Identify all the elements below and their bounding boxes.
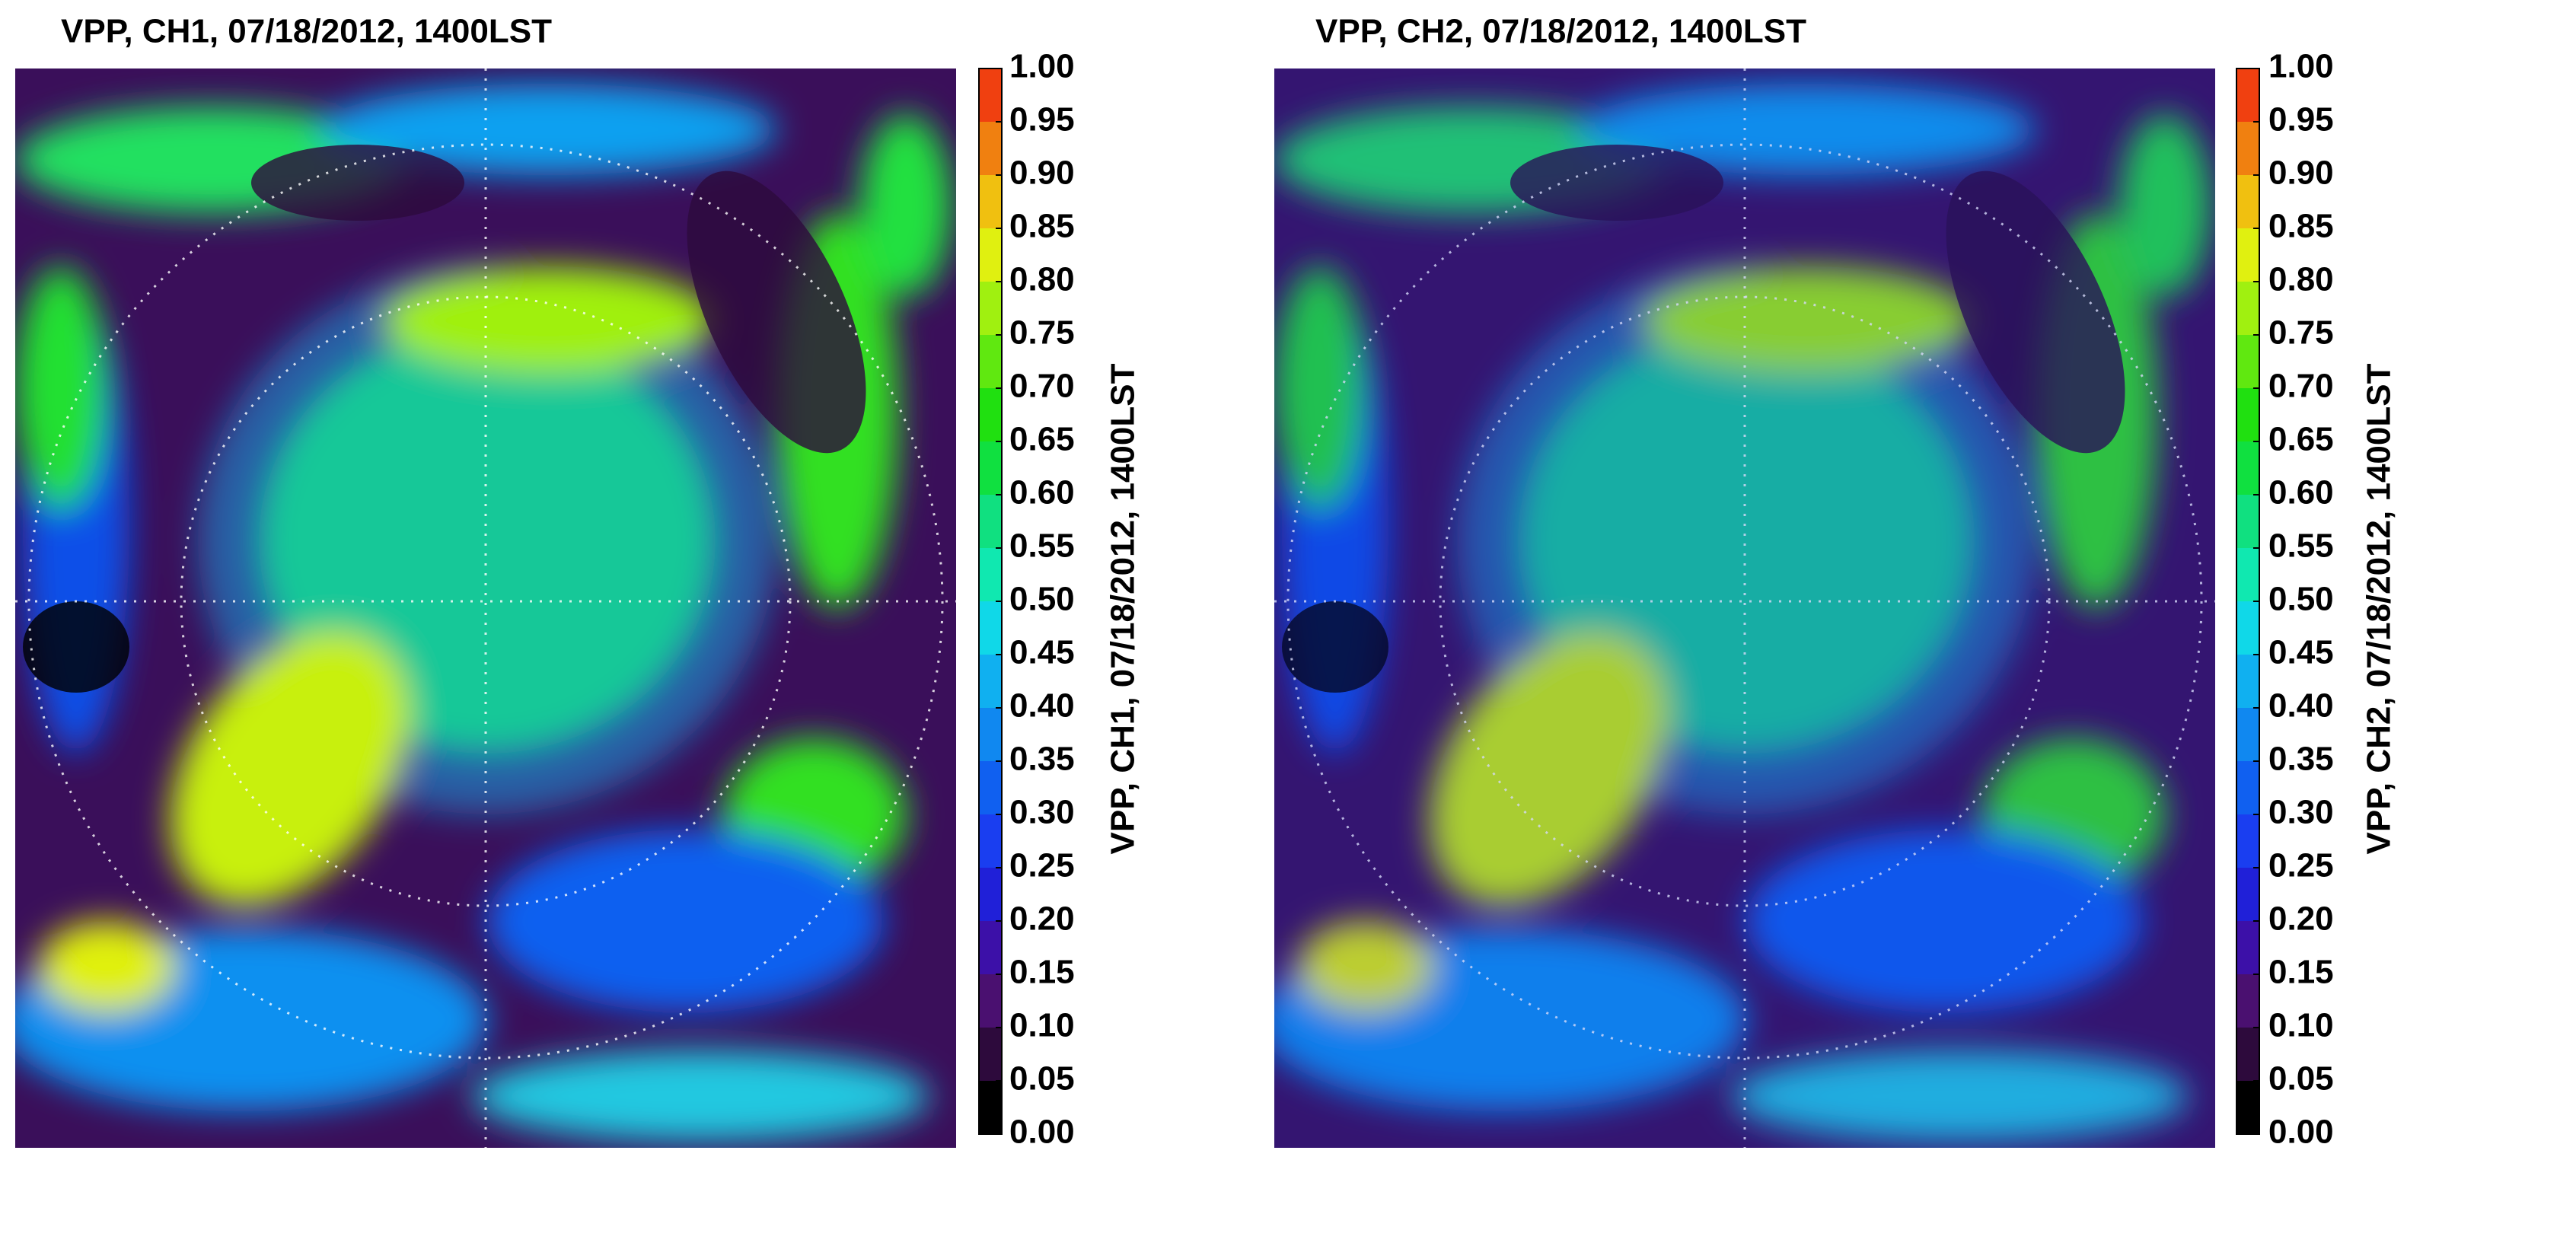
colorbar-bin bbox=[2236, 548, 2259, 601]
colorbar-label: VPP, CH2, 07/18/2012, 1400LST bbox=[2361, 363, 2398, 854]
colorbar-tick-label: 0.20 bbox=[1009, 900, 1075, 938]
colorbar-tick-label: 0.95 bbox=[1009, 101, 1075, 139]
colorbar-tick-label: 0.80 bbox=[1009, 261, 1075, 298]
colorbar-bin bbox=[2236, 814, 2259, 868]
colorbar-tick-label: 0.45 bbox=[1009, 634, 1075, 671]
colorbar-bin bbox=[979, 974, 1002, 1028]
colorbar-bin bbox=[2236, 708, 2259, 761]
colorbar-bin bbox=[979, 228, 1002, 282]
colorbar-bin bbox=[2236, 868, 2259, 921]
colorbar-bin bbox=[979, 495, 1002, 548]
colorbar-bin bbox=[2236, 921, 2259, 974]
colorbar-tick-label: 0.65 bbox=[2268, 421, 2334, 458]
colorbar-bin bbox=[2236, 69, 2259, 122]
colorbar-tick-label: 0.30 bbox=[2268, 794, 2334, 831]
colorbar-label: VPP, CH1, 07/18/2012, 1400LST bbox=[1105, 363, 1142, 854]
colorbar-tick-label: 0.00 bbox=[1009, 1114, 1075, 1151]
colorbar-tick-label: 0.15 bbox=[2268, 954, 2334, 991]
colorbar-tick-label: 0.25 bbox=[2268, 847, 2334, 884]
colorbar-tick-label: 0.10 bbox=[1009, 1007, 1075, 1044]
colorbar-tick-label: 1.00 bbox=[2268, 48, 2334, 85]
colorbar-tick-label: 0.20 bbox=[2268, 900, 2334, 938]
colorbar-tick-label: 0.55 bbox=[1009, 527, 1075, 565]
panel-title: VPP, CH2, 07/18/2012, 1400LST bbox=[1315, 13, 1806, 50]
colorbar-bin bbox=[2236, 388, 2259, 441]
colorbar-tick-label: 0.35 bbox=[1009, 741, 1075, 778]
colorbar-tick-label: 0.85 bbox=[1009, 208, 1075, 245]
colorbar-tick-label: 0.15 bbox=[1009, 954, 1075, 991]
colorbar-bin bbox=[2236, 228, 2259, 282]
panel-2-map bbox=[1274, 69, 2215, 1148]
colorbar-tick-label: 0.75 bbox=[1009, 314, 1075, 352]
colorbar-bin bbox=[2236, 495, 2259, 548]
colorbar-tick-label: 0.35 bbox=[2268, 741, 2334, 778]
colorbar-tick-label: 0.80 bbox=[2268, 261, 2334, 298]
colorbar-bin bbox=[2236, 655, 2259, 708]
colorbar-tick-label: 0.60 bbox=[1009, 474, 1075, 511]
colorbar-tick-label: 0.70 bbox=[1009, 368, 1075, 405]
colorbar-tick-label: 0.85 bbox=[2268, 208, 2334, 245]
colorbar-bin bbox=[979, 335, 1002, 388]
colorbar-tick-label: 0.40 bbox=[2268, 687, 2334, 725]
colorbar-bin bbox=[979, 441, 1002, 495]
colorbar-tick-label: 0.75 bbox=[2268, 314, 2334, 352]
colorbar-bin bbox=[979, 69, 1002, 122]
colorbar-bin bbox=[2236, 1081, 2259, 1134]
colorbar-tick-label: 0.25 bbox=[1009, 847, 1075, 884]
colorbar-bin bbox=[2236, 974, 2259, 1028]
colorbar-bin bbox=[979, 122, 1002, 175]
colorbar-tick-label: 0.70 bbox=[2268, 368, 2334, 405]
colorbar-tick-label: 0.65 bbox=[1009, 421, 1075, 458]
colorbar-bin bbox=[2236, 175, 2259, 228]
colorbar-tick-label: 0.50 bbox=[1009, 581, 1075, 618]
colorbar-bin bbox=[979, 708, 1002, 761]
colorbar-bin bbox=[979, 868, 1002, 921]
colorbar-bin bbox=[979, 921, 1002, 974]
colorbar-bin bbox=[979, 282, 1002, 335]
colorbar-bin bbox=[979, 761, 1002, 814]
colorbar-bin bbox=[2236, 601, 2259, 655]
colorbar-bin bbox=[979, 1081, 1002, 1134]
colorbar-tick-label: 0.55 bbox=[2268, 527, 2334, 565]
colorbar-bin bbox=[979, 175, 1002, 228]
colorbar-tick-label: 0.10 bbox=[2268, 1007, 2334, 1044]
colorbar-bin bbox=[979, 548, 1002, 601]
colorbar-tick-label: 0.00 bbox=[2268, 1114, 2334, 1151]
panel-title: VPP, CH1, 07/18/2012, 1400LST bbox=[61, 13, 552, 50]
colorbar-bin bbox=[2236, 1028, 2259, 1081]
colorbar-bin bbox=[979, 814, 1002, 868]
colorbar-bin bbox=[2236, 282, 2259, 335]
colorbar-bin bbox=[2236, 335, 2259, 388]
colorbar-bin bbox=[2236, 122, 2259, 175]
colorbar-tick-label: 0.90 bbox=[1009, 155, 1075, 192]
colorbar-tick-label: 0.05 bbox=[1009, 1060, 1075, 1098]
colorbar-tick-label: 0.40 bbox=[1009, 687, 1075, 725]
colorbar-bin bbox=[979, 601, 1002, 655]
colorbar-tick-label: 0.50 bbox=[2268, 581, 2334, 618]
colorbar-tick-label: 0.45 bbox=[2268, 634, 2334, 671]
colorbar-tick-label: 0.90 bbox=[2268, 155, 2334, 192]
colorbar-tick-label: 0.60 bbox=[2268, 474, 2334, 511]
colorbar-tick-label: 0.30 bbox=[1009, 794, 1075, 831]
panel-1-map bbox=[0, 69, 956, 1148]
colorbar-bin bbox=[2236, 761, 2259, 814]
colorbar-tick-label: 1.00 bbox=[1009, 48, 1075, 85]
colorbar-tick-label: 0.95 bbox=[2268, 101, 2334, 139]
colorbar-tick-label: 0.05 bbox=[2268, 1060, 2334, 1098]
colorbar-bin bbox=[979, 1028, 1002, 1081]
colorbar-bin bbox=[979, 388, 1002, 441]
colorbar-bin bbox=[2236, 441, 2259, 495]
colorbar-bin bbox=[979, 655, 1002, 708]
